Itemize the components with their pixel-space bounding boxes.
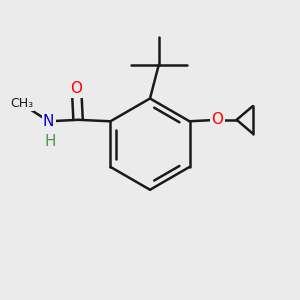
Text: CH₃: CH₃ [11,97,34,110]
Text: O: O [212,112,224,127]
Text: O: O [70,81,83,96]
Text: H: H [44,134,56,149]
Text: N: N [43,114,54,129]
